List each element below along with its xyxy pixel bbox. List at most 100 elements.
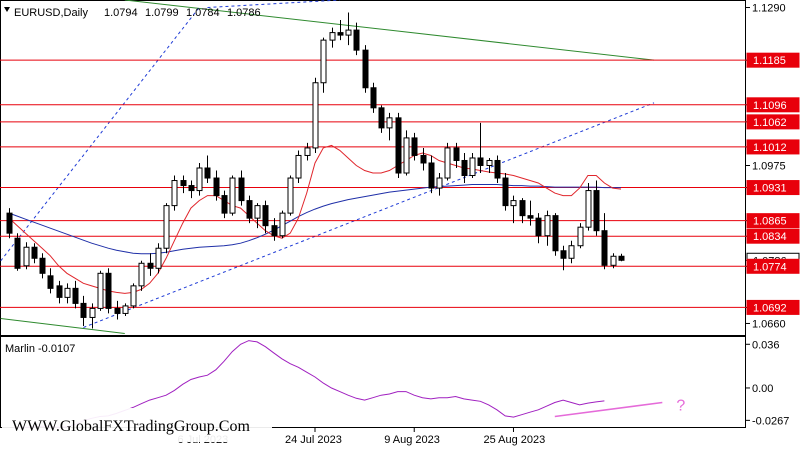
candle-body-up <box>510 200 517 207</box>
candle-body-down <box>80 302 87 318</box>
candle <box>560 245 567 271</box>
candle-body-up <box>254 205 261 219</box>
candle <box>271 218 278 241</box>
candle-body-down <box>47 275 54 289</box>
candle <box>577 223 584 249</box>
candle-body-down <box>188 185 195 192</box>
candle <box>130 283 137 309</box>
candle <box>345 12 352 46</box>
candle <box>362 45 369 93</box>
candle-body-down <box>378 107 385 129</box>
candle-body-down <box>31 246 38 259</box>
candle <box>486 157 493 174</box>
level-tag-label: 1.0865 <box>753 216 787 228</box>
candle <box>14 233 21 271</box>
candle <box>204 155 211 184</box>
channel-line-2 <box>83 102 655 328</box>
channel-line-1 <box>207 0 340 9</box>
level-tag-label: 1.0692 <box>753 302 787 314</box>
indicator-title: Marlin -0.0107 <box>5 343 75 355</box>
candle <box>444 142 451 181</box>
candle-body-down <box>39 257 46 274</box>
candle <box>80 295 87 326</box>
candle-body-down <box>353 29 360 51</box>
candles <box>6 12 625 329</box>
candle <box>6 208 13 239</box>
candle <box>163 203 170 254</box>
candle-body-down <box>72 287 79 304</box>
candle-body-up <box>486 159 493 166</box>
ohlc-high: 1.0799 <box>145 7 179 19</box>
candle <box>213 170 220 201</box>
price-tick-label: 1.0660 <box>752 318 786 330</box>
candle <box>420 147 427 171</box>
candle <box>262 200 269 234</box>
candle <box>320 37 327 93</box>
candle <box>147 253 154 276</box>
level-tag-bg <box>746 213 800 229</box>
level-tag-bg <box>746 114 800 130</box>
candle-body-down <box>502 177 509 207</box>
level-tag-label: 1.1062 <box>753 117 787 129</box>
candle-body-down <box>362 49 369 89</box>
candle-body-down <box>271 225 278 237</box>
green-trendline-0 <box>124 0 655 61</box>
time-tick-label: 25 Aug 2023 <box>483 434 545 446</box>
collapse-triangle-icon[interactable] <box>4 7 10 12</box>
candle-body-up <box>64 287 71 298</box>
candle-body-up <box>544 215 551 237</box>
candle <box>221 190 228 219</box>
level-lines <box>0 59 746 308</box>
divergence-question-mark: ? <box>676 398 685 415</box>
blue-moving-average <box>8 184 621 255</box>
candle <box>72 280 79 309</box>
candle-body-down <box>593 190 600 232</box>
candle-body-up <box>345 29 352 36</box>
candle-body-up <box>295 154 302 179</box>
candle <box>56 280 63 304</box>
candle-body-up <box>444 147 451 179</box>
candle <box>312 77 319 153</box>
candle <box>254 203 261 229</box>
level-tag-bg <box>746 299 800 315</box>
watermark-box <box>2 408 272 442</box>
candle-body-down <box>105 272 112 309</box>
candle <box>97 270 104 311</box>
candle <box>601 213 608 270</box>
candle <box>386 112 393 141</box>
candle <box>461 152 468 184</box>
candle-body-up <box>403 137 410 174</box>
candle <box>246 195 253 224</box>
level-tag-bg <box>746 258 800 274</box>
candle <box>610 253 617 269</box>
candle <box>353 22 360 56</box>
candle <box>477 122 484 174</box>
time-tick-label: 9 Aug 2023 <box>384 434 440 446</box>
candle <box>122 303 129 316</box>
candle-body-up <box>304 147 311 156</box>
candle <box>527 200 534 226</box>
candle <box>47 268 54 294</box>
candle-body-down <box>114 307 121 314</box>
candle-body-down <box>246 200 253 219</box>
indicator-tick-label: 0.00 <box>752 383 773 395</box>
candle <box>585 183 592 231</box>
candle-body-down <box>204 167 211 179</box>
candle-body-up <box>89 307 96 318</box>
candle-body-up <box>138 262 145 287</box>
candle-body-down <box>519 200 526 217</box>
candle <box>229 175 236 216</box>
level-tag-bg <box>746 97 800 113</box>
candle-body-up <box>279 212 286 237</box>
level-tag-label: 1.1185 <box>753 55 786 67</box>
candle-body-down <box>6 212 13 234</box>
level-tag-bg <box>746 139 800 155</box>
candle-body-down <box>535 217 542 237</box>
candle-body-down <box>494 159 501 179</box>
candle-body-up <box>287 177 294 214</box>
level-tag-bg <box>746 180 800 196</box>
candle <box>287 175 294 216</box>
candle-body-down <box>527 215 534 219</box>
candle-body-up <box>229 177 236 214</box>
price-axis: 1.1290 1.1185 1.1096 1.1062 1.1012 1.0975 1.09… <box>746 3 786 330</box>
